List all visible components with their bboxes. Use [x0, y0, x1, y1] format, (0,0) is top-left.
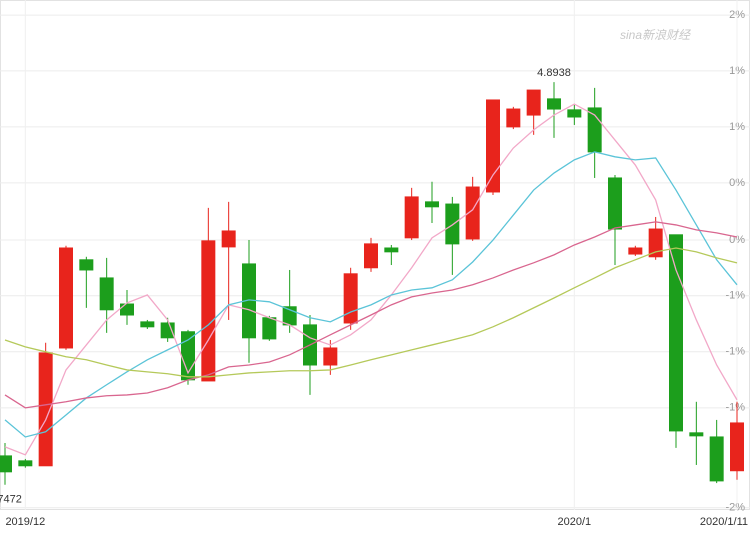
- candle-body: [59, 247, 73, 349]
- candle-body: [201, 240, 216, 382]
- candle-body: [526, 89, 541, 116]
- moving-average: [4, 151, 738, 438]
- candle-body: [323, 347, 338, 366]
- candle-body: [384, 247, 399, 253]
- candle-body: [18, 460, 33, 467]
- candle-body: [689, 432, 704, 437]
- x-tick-label: 2019/12: [5, 516, 45, 528]
- candle-body: [486, 99, 500, 193]
- candle-body: [140, 321, 155, 328]
- y-tick-label: -1%: [725, 402, 745, 414]
- candle-body: [669, 234, 683, 432]
- candle-body: [506, 108, 521, 128]
- candle-body: [709, 436, 724, 482]
- candle-body: [120, 303, 134, 316]
- candle-body: [608, 177, 622, 230]
- candle-body: [99, 277, 114, 311]
- candle-body: [404, 196, 419, 239]
- max-label: 4.8938: [537, 67, 571, 79]
- x-tick-label: 2020/1: [558, 516, 592, 528]
- candle-body: [628, 247, 643, 255]
- candle-body: [221, 230, 236, 248]
- x-tick-label: 2020/1/11: [700, 516, 748, 528]
- candle-body: [730, 422, 744, 472]
- candle-body: [0, 455, 12, 473]
- candle-body: [343, 273, 358, 324]
- candle-body: [547, 98, 561, 110]
- candle-body: [445, 203, 460, 245]
- y-tick-label: -1%: [725, 290, 745, 302]
- candle-body: [364, 243, 378, 269]
- y-tick-label: -1%: [725, 346, 745, 358]
- watermark: sina新浪财经: [620, 28, 692, 42]
- y-tick-label: -2%: [725, 502, 745, 514]
- candle-body: [79, 259, 94, 271]
- candle-body: [425, 201, 439, 208]
- candle-body: [567, 109, 582, 118]
- candle-body: [38, 352, 53, 467]
- candle-body: [648, 228, 663, 258]
- candle-body: [262, 317, 277, 340]
- min-label: 4.7472: [0, 494, 22, 506]
- moving-average: [4, 103, 738, 456]
- moving-average: [4, 221, 738, 409]
- candle-body: [465, 186, 480, 240]
- moving-average: [4, 247, 738, 378]
